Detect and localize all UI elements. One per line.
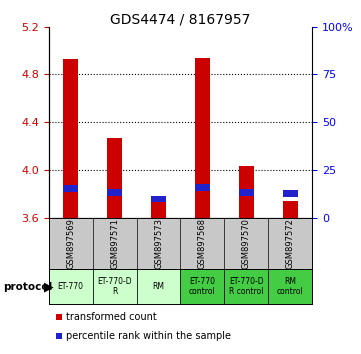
Bar <box>151 196 166 202</box>
Bar <box>107 138 122 218</box>
Text: GSM897571: GSM897571 <box>110 218 119 269</box>
Text: ET-770
control: ET-770 control <box>189 277 216 296</box>
Text: GSM897568: GSM897568 <box>198 218 207 269</box>
Bar <box>239 189 254 196</box>
Bar <box>283 201 298 218</box>
Bar <box>107 189 122 196</box>
Text: GSM897569: GSM897569 <box>66 218 75 269</box>
Text: ▶: ▶ <box>44 280 53 293</box>
Text: ET-770: ET-770 <box>58 282 84 291</box>
Text: RM: RM <box>153 282 165 291</box>
Bar <box>151 201 166 218</box>
Text: percentile rank within the sample: percentile rank within the sample <box>66 331 231 341</box>
Text: ET-770-D
R control: ET-770-D R control <box>229 277 264 296</box>
Text: transformed count: transformed count <box>66 312 157 322</box>
Text: protocol: protocol <box>4 282 53 292</box>
Bar <box>180 269 225 304</box>
Bar <box>239 166 254 218</box>
Bar <box>225 269 268 304</box>
Text: GSM897573: GSM897573 <box>154 218 163 269</box>
Bar <box>268 269 312 304</box>
Text: ET-770-D
R: ET-770-D R <box>97 277 132 296</box>
Bar <box>93 269 136 304</box>
Bar <box>195 184 210 191</box>
Text: GSM897570: GSM897570 <box>242 218 251 269</box>
Text: GDS4474 / 8167957: GDS4474 / 8167957 <box>110 12 251 27</box>
Bar <box>63 59 78 218</box>
Bar <box>283 190 298 197</box>
Bar <box>49 269 93 304</box>
Bar <box>136 269 180 304</box>
Bar <box>195 58 210 218</box>
Text: GSM897572: GSM897572 <box>286 218 295 269</box>
Text: RM
control: RM control <box>277 277 304 296</box>
Bar <box>63 185 78 192</box>
